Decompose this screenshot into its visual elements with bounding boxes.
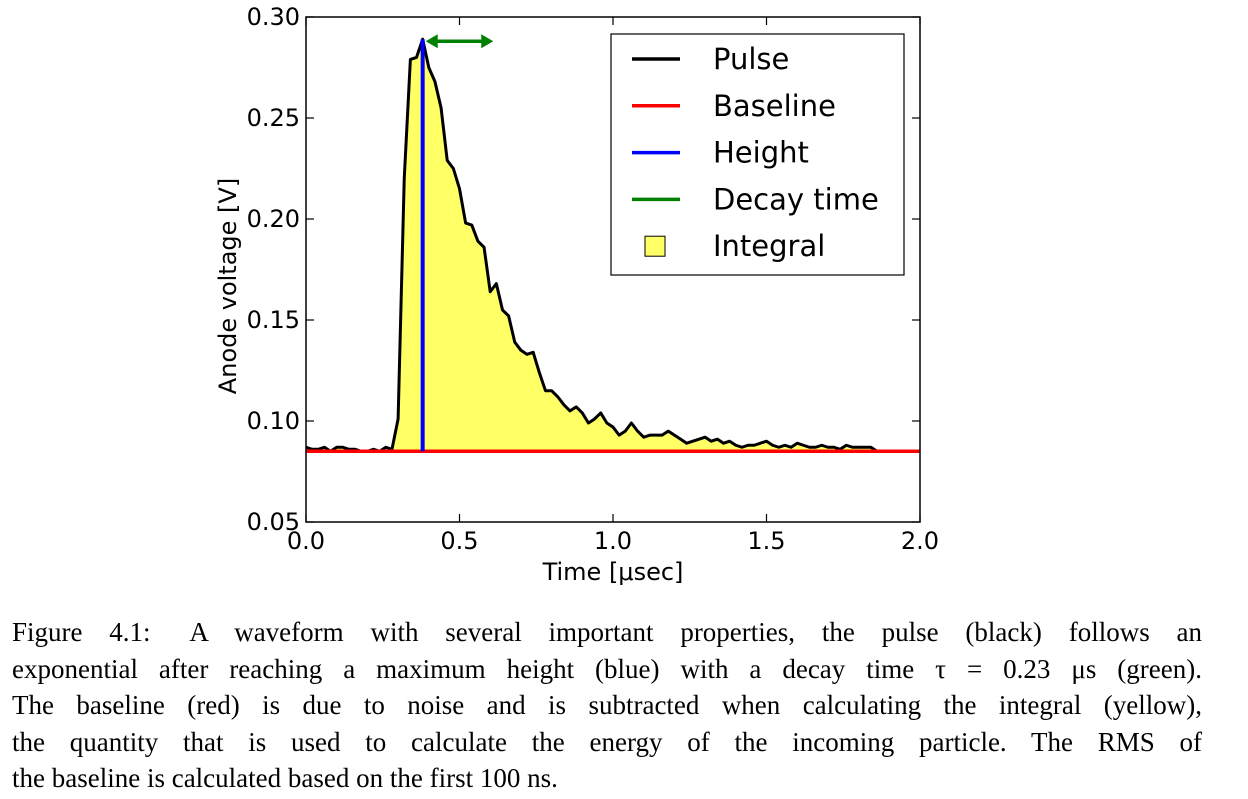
axis-ticks-layer: 0.0 0.5 1.0 1.5 2.0 0.05 0.10 0.15 0.20 0.25 0.30 — [247, 3, 940, 555]
x-tick-label: 1.5 — [747, 527, 785, 555]
x-tick-label: 1.0 — [594, 527, 632, 555]
legend-label-decay-time: Decay time — [713, 182, 879, 216]
caption-line: The baseline (red) is due to noise and i… — [12, 690, 1202, 720]
caption-line: exponential after reaching a maximum hei… — [12, 653, 1202, 684]
decay-arrowhead-right — [481, 34, 494, 49]
x-axis-label: Time [μsec] — [542, 558, 684, 586]
y-tick-label: 0.05 — [247, 508, 300, 536]
legend-label-pulse: Pulse — [713, 42, 789, 76]
y-tick-label: 0.30 — [247, 3, 300, 31]
y-tick-label: 0.15 — [247, 306, 300, 334]
y-tick-label: 0.20 — [247, 205, 300, 233]
waveform-chart: 0.0 0.5 1.0 1.5 2.00.050.100.150.200.250.30 … — [214, 3, 940, 586]
y-tick-label: 0.25 — [247, 104, 300, 132]
legend-box — [610, 33, 905, 276]
series-lines-layer — [305, 34, 920, 454]
x-tick-label: 2.0 — [901, 527, 939, 555]
legend-swatch-integral — [644, 235, 666, 257]
pulse-line — [305, 37, 878, 453]
figure-caption: Figure 4.1: A waveform with several impo… — [12, 614, 1202, 797]
y-tick-label: 0.10 — [247, 407, 300, 435]
caption-line: the baseline is calculated based on the … — [12, 763, 558, 793]
y-axis-label: Anode voltage [V] — [214, 178, 242, 394]
caption-line: the quantity that is used to calculate t… — [12, 726, 1202, 757]
legend-label-integral: Integral — [713, 229, 825, 263]
legend-label-baseline: Baseline — [713, 89, 836, 123]
x-tick-label: 0.5 — [440, 527, 478, 555]
decay-arrowhead-left — [425, 34, 438, 49]
x-tick-label: 0.0 — [287, 527, 325, 555]
caption-line: Figure 4.1: A waveform with several impo… — [12, 617, 1202, 647]
legend-label-height: Height — [713, 136, 809, 170]
legend: Pulse Baseline Height Decay time Integral — [610, 33, 905, 276]
